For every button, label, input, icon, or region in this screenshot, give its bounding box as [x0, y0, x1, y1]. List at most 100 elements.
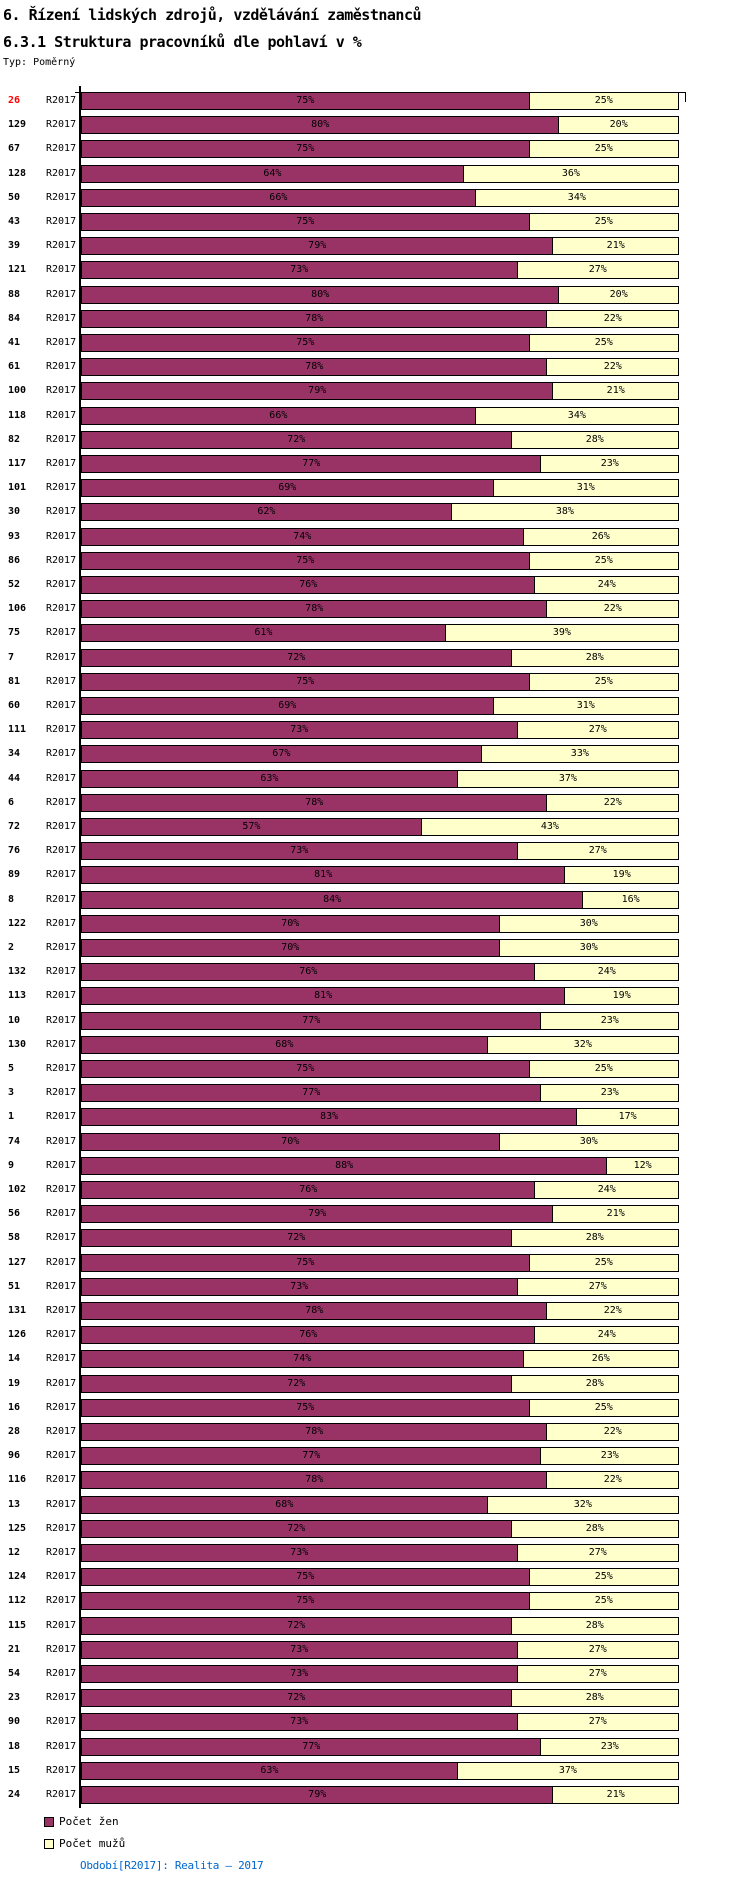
- chart-row: 15 R2017 63% 37%: [0, 1761, 750, 1780]
- women-segment: 75%: [81, 213, 530, 231]
- stacked-bar: 63% 37%: [81, 1761, 679, 1780]
- chart-row: 8 R2017 84% 16%: [0, 890, 750, 909]
- men-percent-label: 33%: [570, 748, 589, 760]
- men-percent-label: 31%: [576, 700, 595, 711]
- men-segment: 23%: [540, 455, 679, 473]
- women-percent-label: 69%: [278, 482, 297, 494]
- row-period-label: R2017: [46, 1305, 77, 1316]
- row-id-label: 7: [8, 651, 15, 663]
- women-segment: 62%: [81, 503, 452, 522]
- women-percent-label: 72%: [287, 1619, 306, 1631]
- men-percent-label: 25%: [594, 143, 613, 155]
- row-period-label: R2017: [46, 700, 77, 711]
- row-period-label: R2017: [46, 1208, 77, 1220]
- chart-row: 112 R2017 75% 25%: [0, 1592, 750, 1611]
- men-segment: 43%: [420, 818, 679, 836]
- women-segment: 73%: [81, 1665, 518, 1683]
- stacked-bar: 76% 24%: [81, 576, 679, 594]
- women-percent-label: 57%: [242, 821, 261, 832]
- chart-row: 72 R2017 57% 43%: [0, 818, 750, 836]
- row-id-label: 12: [8, 1547, 21, 1558]
- women-segment: 63%: [81, 1761, 458, 1780]
- chart-subtitle: 6.3.1 Struktura pracovníků dle pohlaví v…: [3, 33, 362, 51]
- women-percent-label: 73%: [290, 1668, 309, 1679]
- stacked-bar: 77% 23%: [81, 1011, 679, 1030]
- row-id-label: 124: [8, 1571, 27, 1583]
- chart-row: 131 R2017 78% 22%: [0, 1302, 750, 1320]
- women-segment: 78%: [81, 600, 548, 619]
- chart-row: 115 R2017 72% 28%: [0, 1616, 750, 1635]
- row-id-label: 18: [8, 1740, 21, 1752]
- row-period-label: R2017: [46, 433, 77, 445]
- row-period-label: R2017: [46, 1184, 77, 1195]
- row-period-label: R2017: [46, 1377, 77, 1389]
- stacked-bar: 57% 43%: [81, 818, 679, 836]
- row-id-label: 88: [8, 288, 21, 300]
- men-percent-label: 21%: [606, 1208, 625, 1220]
- men-segment: 27%: [516, 261, 679, 280]
- chart-row: 125 R2017 72% 28%: [0, 1519, 750, 1538]
- stacked-bar: 79% 21%: [81, 382, 679, 401]
- chart-row: 60 R2017 69% 31%: [0, 697, 750, 715]
- women-percent-label: 83%: [320, 1111, 339, 1123]
- row-id-label: 75: [8, 627, 21, 639]
- row-period-label: R2017: [46, 143, 77, 155]
- men-percent-label: 32%: [573, 1038, 592, 1050]
- women-percent-label: 72%: [287, 433, 306, 445]
- stacked-bar: 77% 23%: [81, 1737, 679, 1756]
- men-segment: 19%: [564, 866, 679, 885]
- women-segment: 80%: [81, 116, 560, 135]
- chart-row: 39 R2017 79% 21%: [0, 237, 750, 256]
- row-id-label: 122: [8, 917, 27, 929]
- chart-row: 28 R2017 78% 22%: [0, 1423, 750, 1441]
- women-percent-label: 74%: [293, 1353, 312, 1365]
- men-segment: 25%: [528, 551, 679, 570]
- chart-row: 93 R2017 74% 26%: [0, 527, 750, 546]
- row-period-label: R2017: [46, 312, 77, 324]
- women-segment: 75%: [81, 1568, 530, 1587]
- men-segment: 27%: [516, 1277, 679, 1296]
- men-percent-label: 19%: [612, 990, 631, 1002]
- men-segment: 28%: [510, 1519, 679, 1538]
- women-segment: 70%: [81, 1132, 500, 1151]
- men-percent-label: 37%: [558, 1764, 577, 1776]
- stacked-bar: 70% 30%: [81, 1132, 679, 1151]
- stacked-bar: 80% 20%: [81, 116, 679, 135]
- women-percent-label: 70%: [281, 917, 300, 929]
- women-color-swatch: [44, 1817, 54, 1827]
- men-percent-label: 24%: [597, 966, 616, 978]
- stacked-bar: 72% 28%: [81, 430, 679, 449]
- stacked-bar: 75% 25%: [81, 213, 679, 231]
- row-period-label: R2017: [46, 1256, 77, 1268]
- chart-type-label: Typ: Poměrný: [3, 57, 76, 68]
- women-segment: 76%: [81, 1326, 536, 1345]
- row-period-label: R2017: [46, 119, 77, 131]
- women-percent-label: 66%: [269, 191, 288, 203]
- men-percent-label: 26%: [591, 530, 610, 542]
- women-percent-label: 63%: [260, 772, 279, 784]
- men-percent-label: 32%: [573, 1498, 592, 1510]
- chart-row: 126 R2017 76% 24%: [0, 1326, 750, 1345]
- chart-row: 81 R2017 75% 25%: [0, 672, 750, 691]
- women-segment: 73%: [81, 721, 518, 740]
- women-segment: 77%: [81, 1447, 542, 1466]
- chart-row: 6 R2017 78% 22%: [0, 793, 750, 812]
- row-period-label: R2017: [46, 95, 77, 106]
- women-percent-label: 76%: [299, 579, 318, 590]
- stacked-bar: 78% 22%: [81, 358, 679, 377]
- women-percent-label: 75%: [296, 1401, 315, 1413]
- men-segment: 25%: [528, 140, 679, 159]
- men-segment: 32%: [486, 1035, 679, 1054]
- women-percent-label: 75%: [296, 143, 315, 155]
- men-percent-label: 30%: [579, 942, 598, 953]
- stacked-bar: 70% 30%: [81, 914, 679, 933]
- men-segment: 12%: [606, 1156, 679, 1175]
- row-id-label: 118: [8, 409, 27, 421]
- row-period-label: R2017: [46, 554, 77, 566]
- stacked-bar: 77% 23%: [81, 1084, 679, 1103]
- women-percent-label: 80%: [311, 288, 330, 300]
- stacked-bar: 78% 22%: [81, 1471, 679, 1490]
- row-period-label: R2017: [46, 385, 77, 397]
- men-segment: 19%: [564, 987, 679, 1006]
- row-id-label: 54: [8, 1668, 21, 1679]
